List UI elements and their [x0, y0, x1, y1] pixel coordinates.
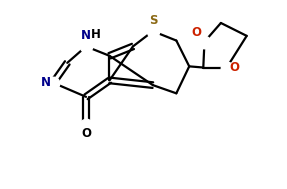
- Text: H: H: [91, 28, 101, 41]
- Text: S: S: [149, 14, 157, 27]
- Text: O: O: [81, 127, 91, 140]
- Text: N: N: [41, 76, 51, 89]
- Text: O: O: [192, 26, 202, 39]
- Text: O: O: [229, 61, 239, 74]
- Text: N: N: [81, 29, 91, 42]
